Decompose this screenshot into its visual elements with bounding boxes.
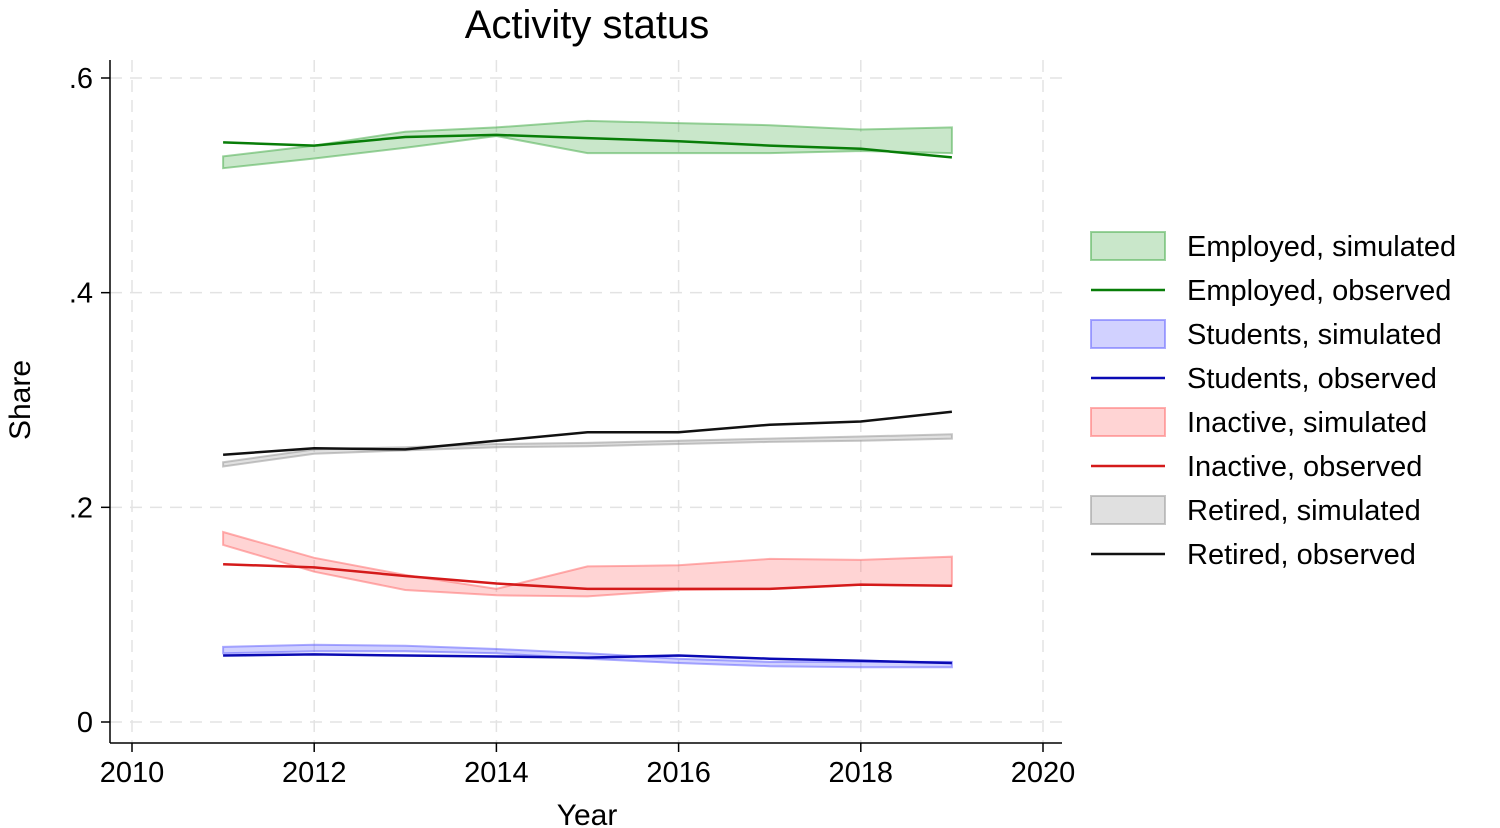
gridlines: [110, 60, 1062, 743]
retired-observed-legend-label: Retired, observed: [1187, 539, 1416, 571]
x-axis-ticks: 2010 2012 2014 2016 2018 2020: [100, 743, 1076, 789]
students-simulated-band: [222, 643, 953, 669]
legend: Employed, simulated Employed, observed Stu…: [1090, 231, 1456, 571]
employed-simulated-band: [222, 119, 953, 170]
plot-series: [222, 119, 953, 669]
retired-observed-line: [223, 410, 953, 456]
y-tick-label: .2: [69, 492, 93, 524]
inactive-simulated-legend-label: Inactive, simulated: [1187, 407, 1427, 439]
inactive-simulated-band: [222, 530, 953, 598]
employed-observed-legend-label: Employed, observed: [1187, 275, 1451, 307]
y-tick-label: .6: [69, 63, 93, 95]
retired-simulated-legend-swatch: [1090, 495, 1166, 525]
y-axis-title: Share: [4, 360, 37, 440]
employed-simulated-legend-label: Employed, simulated: [1187, 231, 1456, 263]
inactive-observed-line: [223, 562, 952, 591]
retired-simulated-band: [222, 433, 953, 468]
chart-title: Activity status: [465, 3, 710, 47]
x-axis-title: Year: [557, 799, 618, 828]
students-observed-line: [223, 653, 952, 665]
x-tick-label: 2010: [100, 757, 165, 789]
axes: [109, 60, 1062, 744]
x-tick-label: 2016: [646, 757, 711, 789]
x-tick-label: 2020: [1011, 757, 1076, 789]
students-simulated-legend-swatch: [1090, 319, 1166, 349]
inactive-simulated-legend-swatch: [1090, 407, 1166, 437]
students-simulated-legend-label: Students, simulated: [1187, 319, 1442, 351]
y-axis-ticks: 0 .2 .4 .6: [69, 63, 110, 739]
x-tick-label: 2012: [282, 757, 347, 789]
x-tick-label: 2018: [829, 757, 894, 789]
y-tick-label: 0: [77, 707, 93, 739]
y-tick-label: .4: [69, 278, 93, 310]
retired-simulated-legend-label: Retired, simulated: [1187, 495, 1421, 527]
x-tick-label: 2014: [464, 757, 529, 789]
inactive-observed-legend-label: Inactive, observed: [1187, 451, 1422, 483]
employed-observed-line: [223, 133, 953, 159]
employed-simulated-legend-swatch: [1090, 231, 1166, 261]
students-observed-legend-label: Students, observed: [1187, 363, 1437, 395]
